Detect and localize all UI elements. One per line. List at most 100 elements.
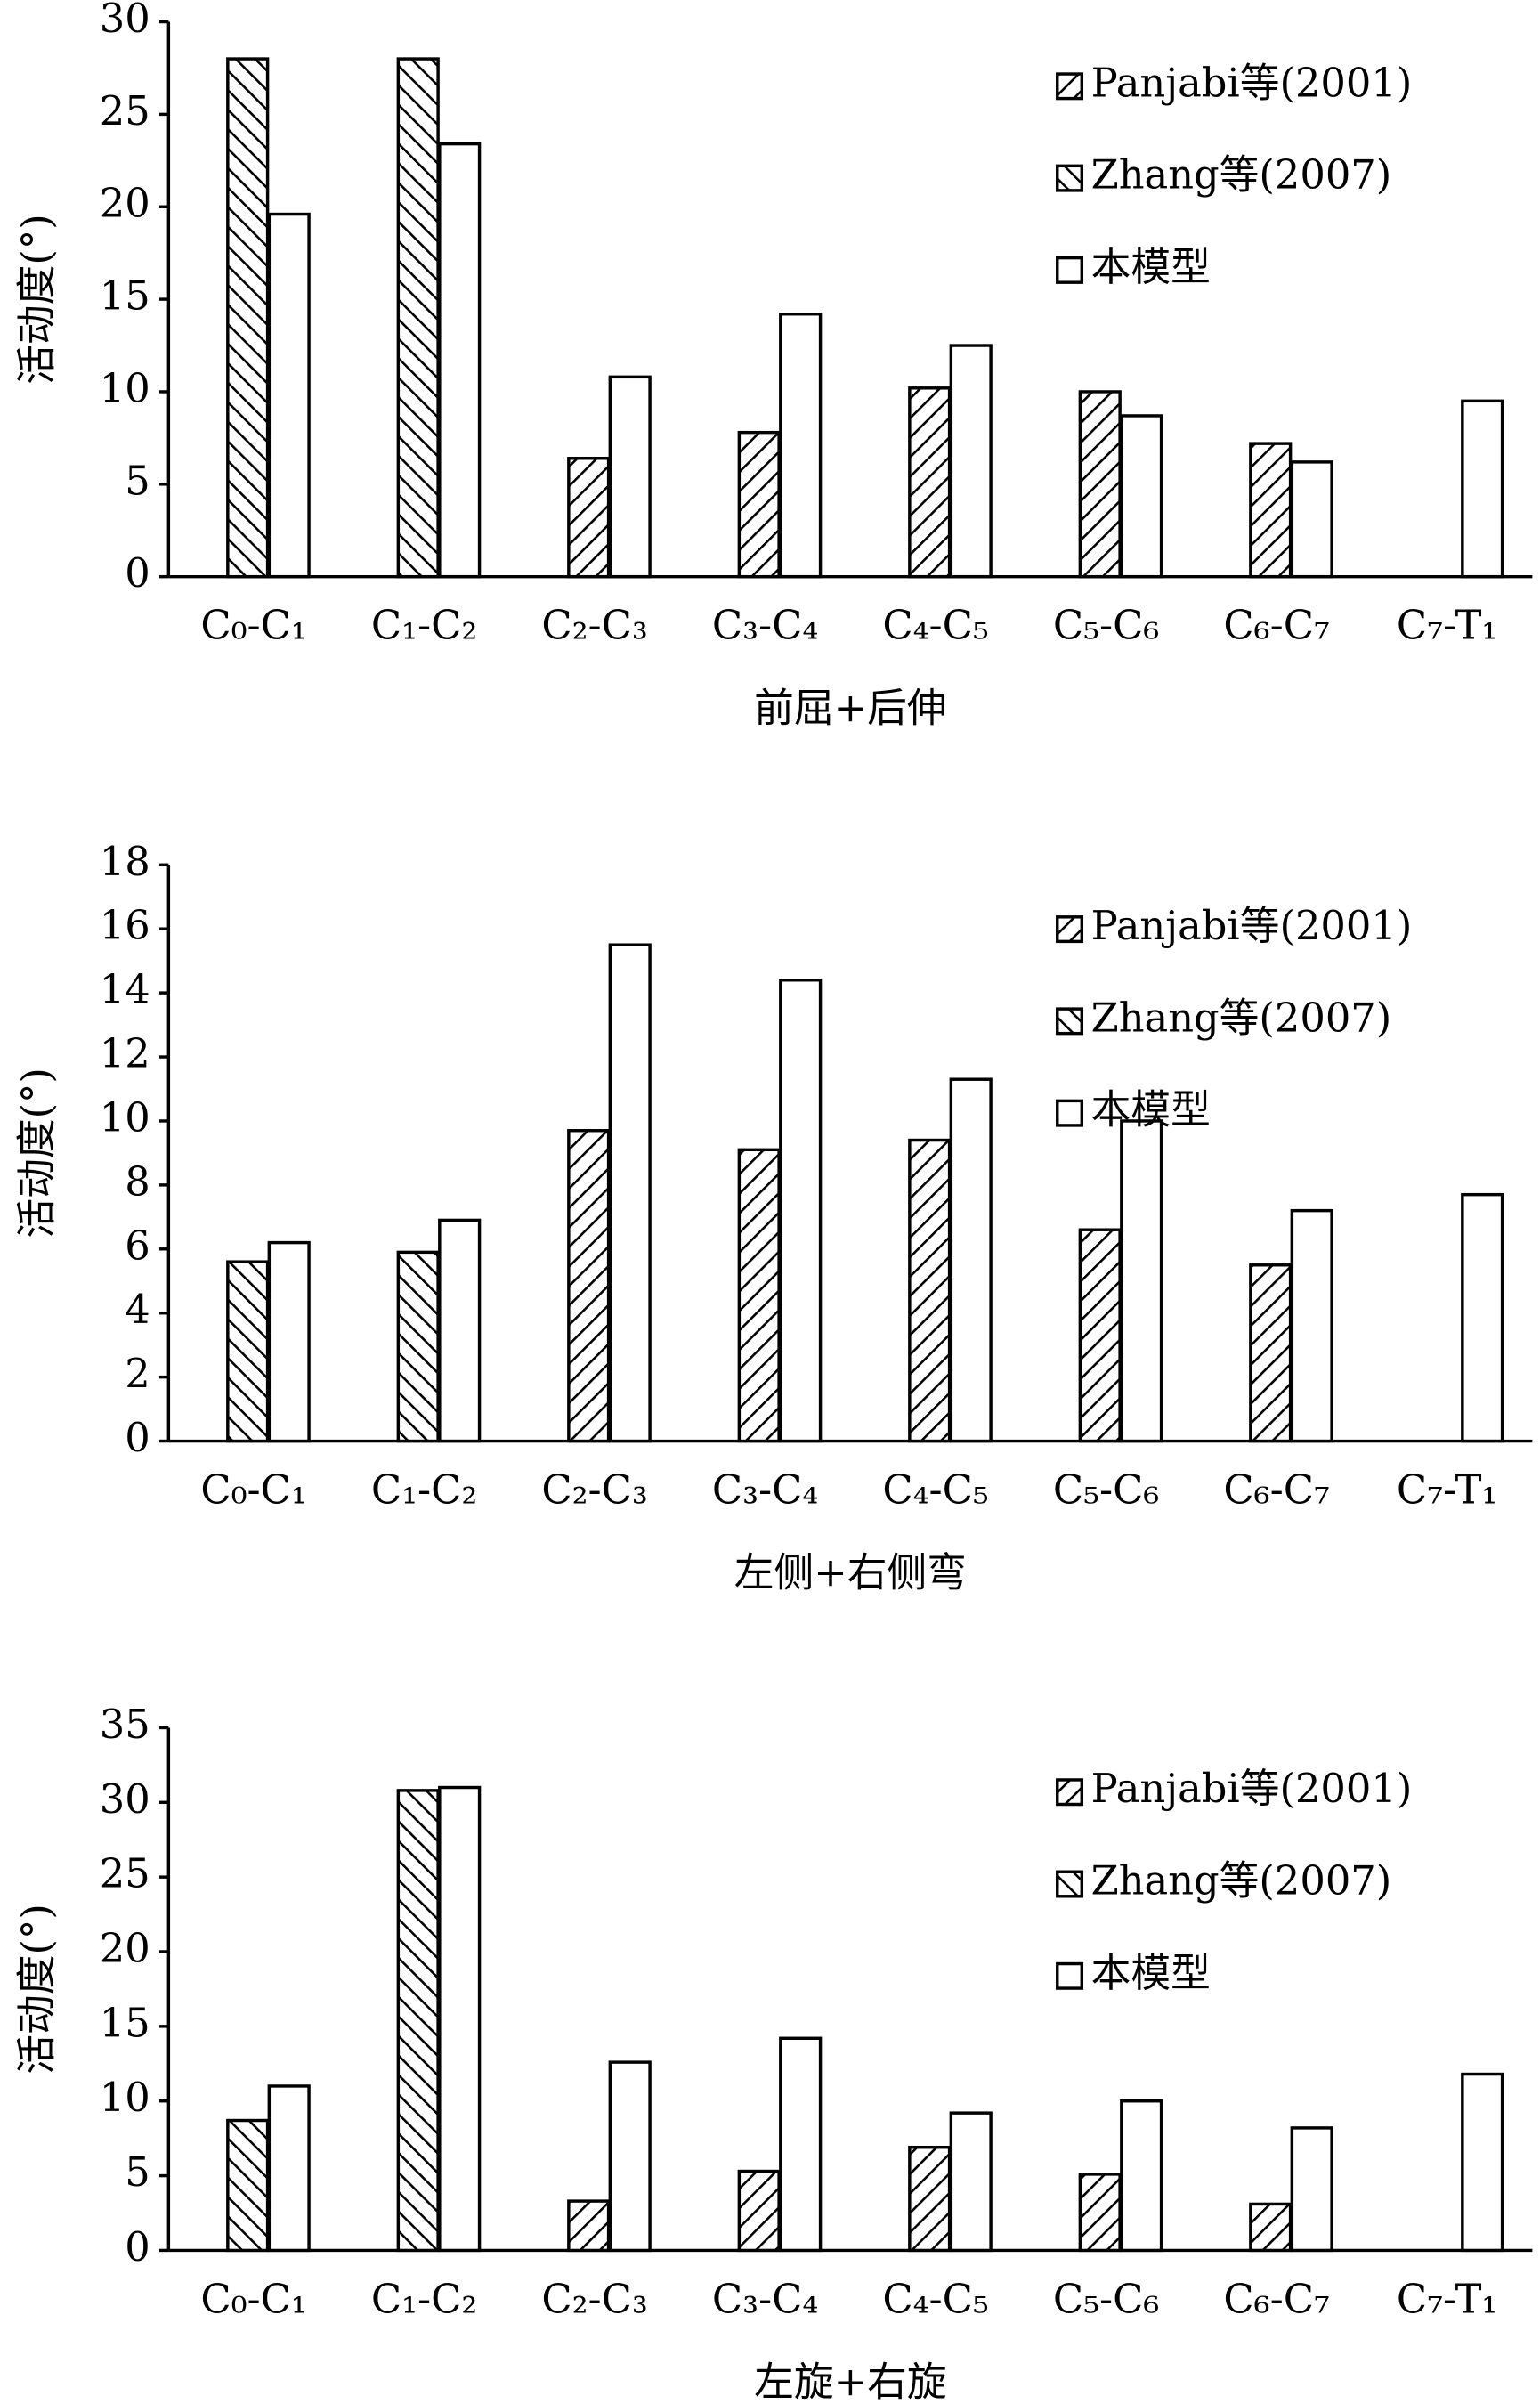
x-tick-label: C₆-C₇	[1223, 1466, 1329, 1514]
bar	[1078, 390, 1122, 579]
y-tick-label: 18	[100, 838, 150, 885]
y-tick-label: 30	[100, 0, 150, 42]
x-tick-label: C₇-T₁	[1397, 1466, 1498, 1514]
legend-swatch	[1056, 1961, 1084, 1990]
y-tick-label: 5	[125, 457, 150, 504]
y-tick-label: 25	[100, 1850, 150, 1897]
y-tick-label: 4	[125, 1286, 150, 1333]
x-tick-label: C₅-C₆	[1053, 2275, 1159, 2322]
x-tick-label: C₀-C₁	[200, 602, 306, 649]
y-tick-label: 15	[100, 272, 150, 320]
y-tick-label: 35	[100, 1701, 150, 1748]
x-tick-label: C₅-C₆	[1053, 1466, 1159, 1514]
bar	[1461, 399, 1504, 579]
bar	[267, 2084, 311, 2253]
y-tick-label: 20	[100, 180, 150, 227]
bar	[226, 1260, 270, 1443]
y-axis-label: 活动度(°)	[12, 1068, 60, 1239]
bar	[1120, 1119, 1163, 1443]
y-tick-label: 0	[125, 549, 150, 597]
x-tick-label: C₃-C₄	[712, 2275, 818, 2322]
bar	[1249, 1263, 1293, 1443]
y-axis-label: 活动度(°)	[12, 1904, 60, 2075]
bar	[267, 212, 311, 579]
bar	[949, 1077, 993, 1443]
legend-label: 本模型	[1091, 1949, 1211, 1996]
x-tick-label: C₁-C₂	[371, 2275, 477, 2322]
y-tick-label: 12	[100, 1030, 150, 1077]
bar	[608, 375, 652, 579]
legend-label: Panjabi等(2001)	[1091, 1765, 1413, 1812]
x-tick-label: C₄-C₅	[882, 2275, 988, 2322]
bar	[438, 1218, 482, 1443]
bar	[1290, 2126, 1333, 2253]
legend-swatch	[1056, 256, 1084, 284]
x-axis-label: 左旋+右旋	[754, 2358, 946, 2404]
x-tick-label: C₃-C₄	[712, 1466, 818, 1514]
legend-swatch	[1056, 915, 1084, 944]
y-tick-label: 2	[125, 1350, 150, 1397]
x-tick-label: C₀-C₁	[200, 2275, 306, 2322]
bar	[908, 1138, 952, 1443]
x-axis-label: 左侧+右侧弯	[734, 1549, 967, 1596]
bar	[1461, 2072, 1504, 2253]
y-tick-label: 10	[100, 1093, 150, 1141]
bar	[396, 57, 440, 579]
bar	[608, 2060, 652, 2253]
y-tick-label: 25	[100, 87, 150, 134]
bar	[737, 430, 781, 579]
bar	[1249, 442, 1293, 579]
bar	[779, 2036, 823, 2253]
y-tick-label: 0	[125, 2223, 150, 2270]
bar	[1461, 1192, 1504, 1443]
y-tick-label: 20	[100, 1925, 150, 1972]
bar	[1078, 2173, 1122, 2253]
legend-swatch	[1056, 72, 1084, 101]
x-tick-label: C₂-C₃	[541, 1466, 647, 1514]
bar	[737, 2169, 781, 2253]
y-tick-label: 15	[100, 1999, 150, 2046]
bar	[1249, 2202, 1293, 2253]
bar	[438, 1785, 482, 2253]
bar	[779, 979, 823, 1443]
legend-label: Zhang等(2007)	[1091, 994, 1392, 1041]
x-tick-label: C₀-C₁	[200, 1466, 306, 1514]
x-tick-label: C₆-C₇	[1223, 2275, 1329, 2322]
legend-label: Zhang等(2007)	[1091, 151, 1392, 199]
y-tick-label: 10	[100, 2074, 150, 2121]
x-tick-label: C₁-C₂	[371, 1466, 477, 1514]
bar	[567, 2199, 611, 2253]
y-axis-label: 活动度(°)	[12, 214, 60, 385]
x-tick-label: C₂-C₃	[541, 602, 647, 649]
x-tick-label: C₂-C₃	[541, 2275, 647, 2322]
bar	[1120, 414, 1163, 579]
bar	[737, 1148, 781, 1443]
y-tick-label: 16	[100, 902, 150, 949]
x-tick-label: C₇-T₁	[1397, 2275, 1498, 2322]
y-tick-label: 8	[125, 1157, 150, 1205]
x-tick-label: C₄-C₅	[882, 602, 988, 649]
bar	[608, 943, 652, 1443]
bar	[396, 1250, 440, 1443]
bar	[908, 386, 952, 579]
y-tick-label: 14	[100, 966, 150, 1013]
bar	[226, 2118, 270, 2253]
bar	[1078, 1228, 1122, 1443]
legend-swatch	[1056, 1007, 1084, 1036]
x-tick-label: C₅-C₆	[1053, 602, 1159, 649]
bar	[567, 457, 611, 579]
x-tick-label: C₇-T₁	[1397, 602, 1498, 649]
bar	[1120, 2099, 1163, 2253]
legend-swatch	[1056, 1778, 1084, 1807]
bar	[779, 312, 823, 579]
bar	[1290, 460, 1333, 579]
legend-swatch	[1056, 164, 1084, 192]
bar	[226, 57, 270, 579]
bar	[438, 142, 482, 579]
legend-swatch	[1056, 1099, 1084, 1127]
y-tick-label: 30	[100, 1775, 150, 1823]
bar	[908, 2145, 952, 2253]
bar	[949, 2111, 993, 2253]
bar	[396, 1789, 440, 2253]
